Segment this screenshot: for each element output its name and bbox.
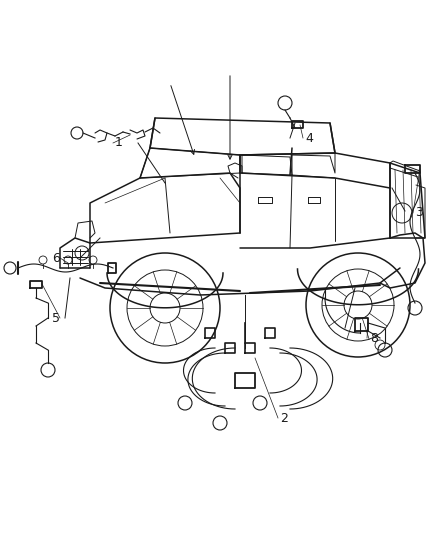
- Text: 3: 3: [415, 206, 423, 220]
- Text: 6: 6: [52, 252, 60, 264]
- Text: 2: 2: [280, 411, 288, 424]
- Text: 5: 5: [52, 311, 60, 325]
- Text: 1: 1: [115, 136, 123, 149]
- Text: 4: 4: [305, 132, 313, 144]
- Text: 8: 8: [370, 332, 378, 344]
